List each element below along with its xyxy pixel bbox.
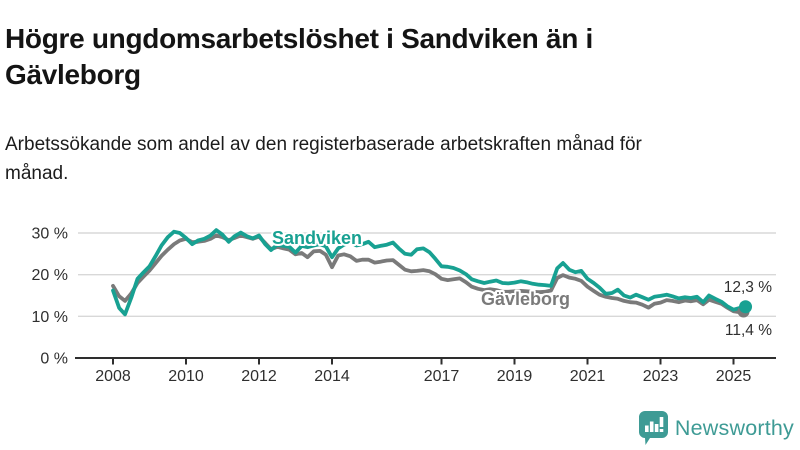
series-label-gavleborg: Gävleborg	[481, 289, 570, 309]
x-tick-label: 2014	[314, 368, 350, 385]
x-tick-label: 2010	[168, 368, 204, 385]
gridlines	[78, 232, 776, 318]
chart-subtitle: Arbetssökande som andel av den registerb…	[5, 134, 642, 184]
newsworthy-logo: Newsworthy	[638, 411, 794, 446]
y-tick-label: 0 %	[40, 351, 68, 368]
end-value-label-gavleborg: 11,4 %	[725, 322, 772, 339]
newsworthy-logo-text: Newsworthy	[674, 416, 794, 440]
series-end-dots	[737, 300, 753, 318]
x-tick-label: 2008	[95, 368, 131, 385]
x-tick-label: 2025	[716, 368, 752, 385]
end-value-label-sandviken: 12,3 %	[724, 279, 772, 296]
newsworthy-logo-icon	[638, 411, 668, 445]
y-axis-labels: 30 % 20 % 10 % 0 %	[32, 226, 68, 368]
x-tick-label: 2021	[570, 368, 606, 385]
series-line-gävleborg	[111, 233, 748, 315]
x-tick-label: 2023	[643, 368, 679, 385]
series-end-dot-sandviken	[739, 300, 753, 314]
series-label-sandviken: Sandviken	[272, 228, 362, 248]
page-title: Högre ungdomsarbetslöshet i Sandviken än…	[5, 22, 593, 90]
x-tick-label: 2017	[424, 368, 460, 385]
series-lines	[111, 228, 748, 317]
x-tick-label: 2019	[497, 368, 533, 385]
y-tick-label: 20 %	[32, 267, 68, 284]
y-tick-label: 30 %	[32, 226, 68, 243]
unemployment-line-chart: 30 % 20 % 10 % 0 % 2008 2010 2012 2014 2017 2019…	[32, 226, 776, 385]
x-axis: 2008 2010 2012 2014 2017 2019 2021 2023 2025	[75, 357, 776, 385]
y-tick-label: 10 %	[32, 309, 68, 326]
series-line-sandviken	[111, 228, 748, 317]
x-tick-label: 2012	[241, 368, 277, 385]
